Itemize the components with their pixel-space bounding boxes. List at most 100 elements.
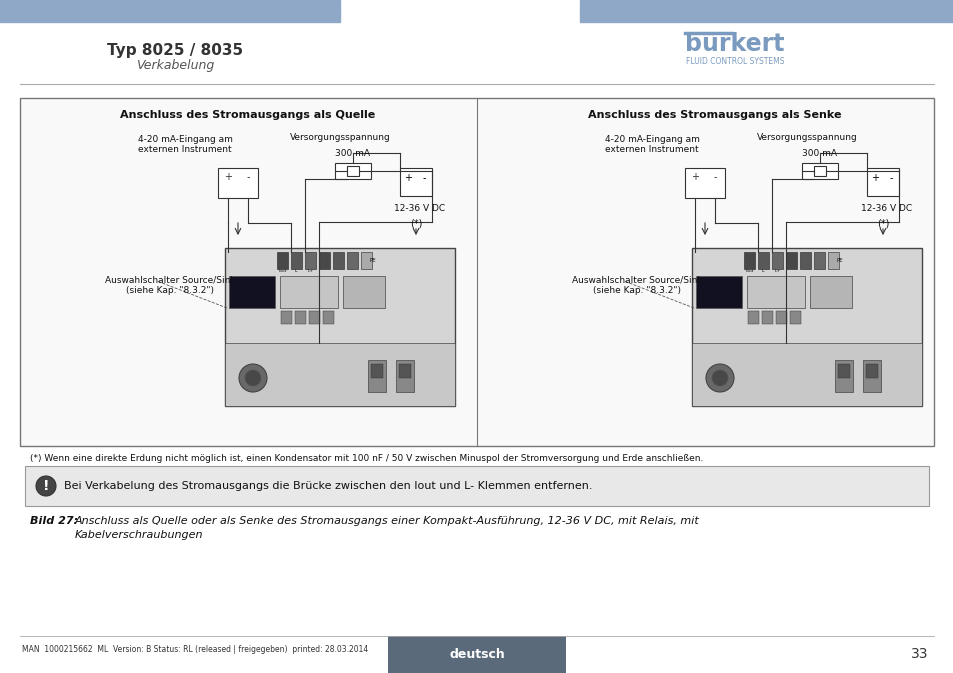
Text: -: - [246,172,250,182]
Text: (*): (*) [410,219,422,229]
Text: 300 mA: 300 mA [335,149,370,159]
Circle shape [239,364,267,392]
Bar [368,360,386,392]
Bar [579,0,953,22]
Text: Anschluss als Quelle oder als Senke des Stromausgangs einer Kompakt-Ausführung, : Anschluss als Quelle oder als Senke des … [75,516,699,526]
Bar [771,252,782,269]
Bar [866,168,898,196]
Text: 33: 33 [909,647,927,661]
Text: L-: L- [294,269,298,273]
Bar [360,252,372,269]
Bar [225,343,455,406]
Bar [827,252,838,269]
Bar [323,311,334,324]
Text: Kabelverschraubungen: Kabelverschraubungen [75,530,203,540]
Text: deutsch: deutsch [449,647,504,660]
Bar [813,252,824,269]
Text: L+: L+ [307,269,314,273]
Bar [276,252,288,269]
Bar [281,311,292,324]
Bar [229,276,274,308]
Bar [865,364,877,378]
Text: !: ! [43,479,50,493]
Bar [862,360,880,392]
Bar [800,252,810,269]
Text: 300 mA: 300 mA [801,149,837,159]
Bar [309,311,319,324]
Circle shape [36,476,56,496]
Bar [395,360,414,392]
Text: Bild 27:: Bild 27: [30,516,78,526]
Text: bürkert: bürkert [684,32,784,56]
Text: +: + [870,173,878,183]
Circle shape [245,370,261,386]
Text: Auswahlschalter Source/Sink
(siehe Kap. "8.3.2"): Auswahlschalter Source/Sink (siehe Kap. … [105,275,235,295]
Bar [25,466,928,506]
Text: +: + [224,172,232,182]
Bar [371,364,382,378]
Text: -: - [422,173,425,183]
Text: Iout: Iout [744,269,753,273]
Bar [813,166,825,176]
Bar [684,168,724,198]
Bar [809,276,851,308]
Text: Auswahlschalter Source/Sink
(siehe Kap. "8.3.2"): Auswahlschalter Source/Sink (siehe Kap. … [571,275,701,295]
Text: L+: L+ [774,269,780,273]
Bar [347,166,358,176]
Bar [747,311,759,324]
Text: +: + [690,172,699,182]
Text: Iout: Iout [278,269,287,273]
Bar [746,276,804,308]
Bar [691,343,921,406]
Text: Versorgungsspannung: Versorgungsspannung [290,133,390,142]
Text: Anschluss des Stromausgangs als Senke: Anschluss des Stromausgangs als Senke [588,110,841,120]
Circle shape [711,370,727,386]
Bar [834,360,852,392]
Bar [399,168,432,196]
Bar [691,248,921,406]
Bar [837,364,849,378]
Bar [347,252,357,269]
Bar [225,248,455,406]
Text: L-: L- [760,269,764,273]
Text: 4-20 mA-Eingang am
externen Instrument: 4-20 mA-Eingang am externen Instrument [137,135,233,154]
Text: (*): (*) [876,219,888,229]
Bar [218,168,257,198]
Bar [743,252,754,269]
Bar [775,311,786,324]
Bar [696,276,741,308]
Bar [335,163,371,179]
Bar [758,252,768,269]
Circle shape [705,364,733,392]
Text: Bei Verkabelung des Stromausgangs die Brücke zwischen den Iout und L- Klemmen en: Bei Verkabelung des Stromausgangs die Br… [64,481,592,491]
Bar [294,311,306,324]
Text: -: - [713,172,716,182]
Text: 12-36 V DC: 12-36 V DC [861,204,912,213]
Bar [398,364,411,378]
Bar [761,311,772,324]
Text: PE: PE [370,258,375,262]
Text: Versorgungsspannung: Versorgungsspannung [756,133,857,142]
Bar [280,276,337,308]
Text: +: + [403,173,412,183]
Text: 4-20 mA-Eingang am
externen Instrument: 4-20 mA-Eingang am externen Instrument [604,135,699,154]
Text: Anschluss des Stromausgangs als Quelle: Anschluss des Stromausgangs als Quelle [120,110,375,120]
Bar [318,252,330,269]
Bar [801,163,837,179]
Bar [785,252,796,269]
Text: Typ 8025 / 8035: Typ 8025 / 8035 [107,42,243,57]
Bar [789,311,801,324]
Bar [20,98,933,446]
Bar [305,252,315,269]
Text: FLUID CONTROL SYSTEMS: FLUID CONTROL SYSTEMS [685,57,783,67]
Text: 12-36 V DC: 12-36 V DC [394,204,445,213]
Bar [343,276,385,308]
Text: (*) Wenn eine direkte Erdung nicht möglich ist, einen Kondensator mit 100 nF / 5: (*) Wenn eine direkte Erdung nicht mögli… [30,454,702,463]
Text: -: - [888,173,892,183]
Bar [291,252,302,269]
Text: Verkabelung: Verkabelung [135,59,213,73]
Text: PE: PE [836,258,842,262]
Bar [0,0,339,22]
Text: MAN  1000215662  ML  Version: B Status: RL (released | freigegeben)  printed: 28: MAN 1000215662 ML Version: B Status: RL … [22,645,368,655]
Bar [388,636,565,673]
